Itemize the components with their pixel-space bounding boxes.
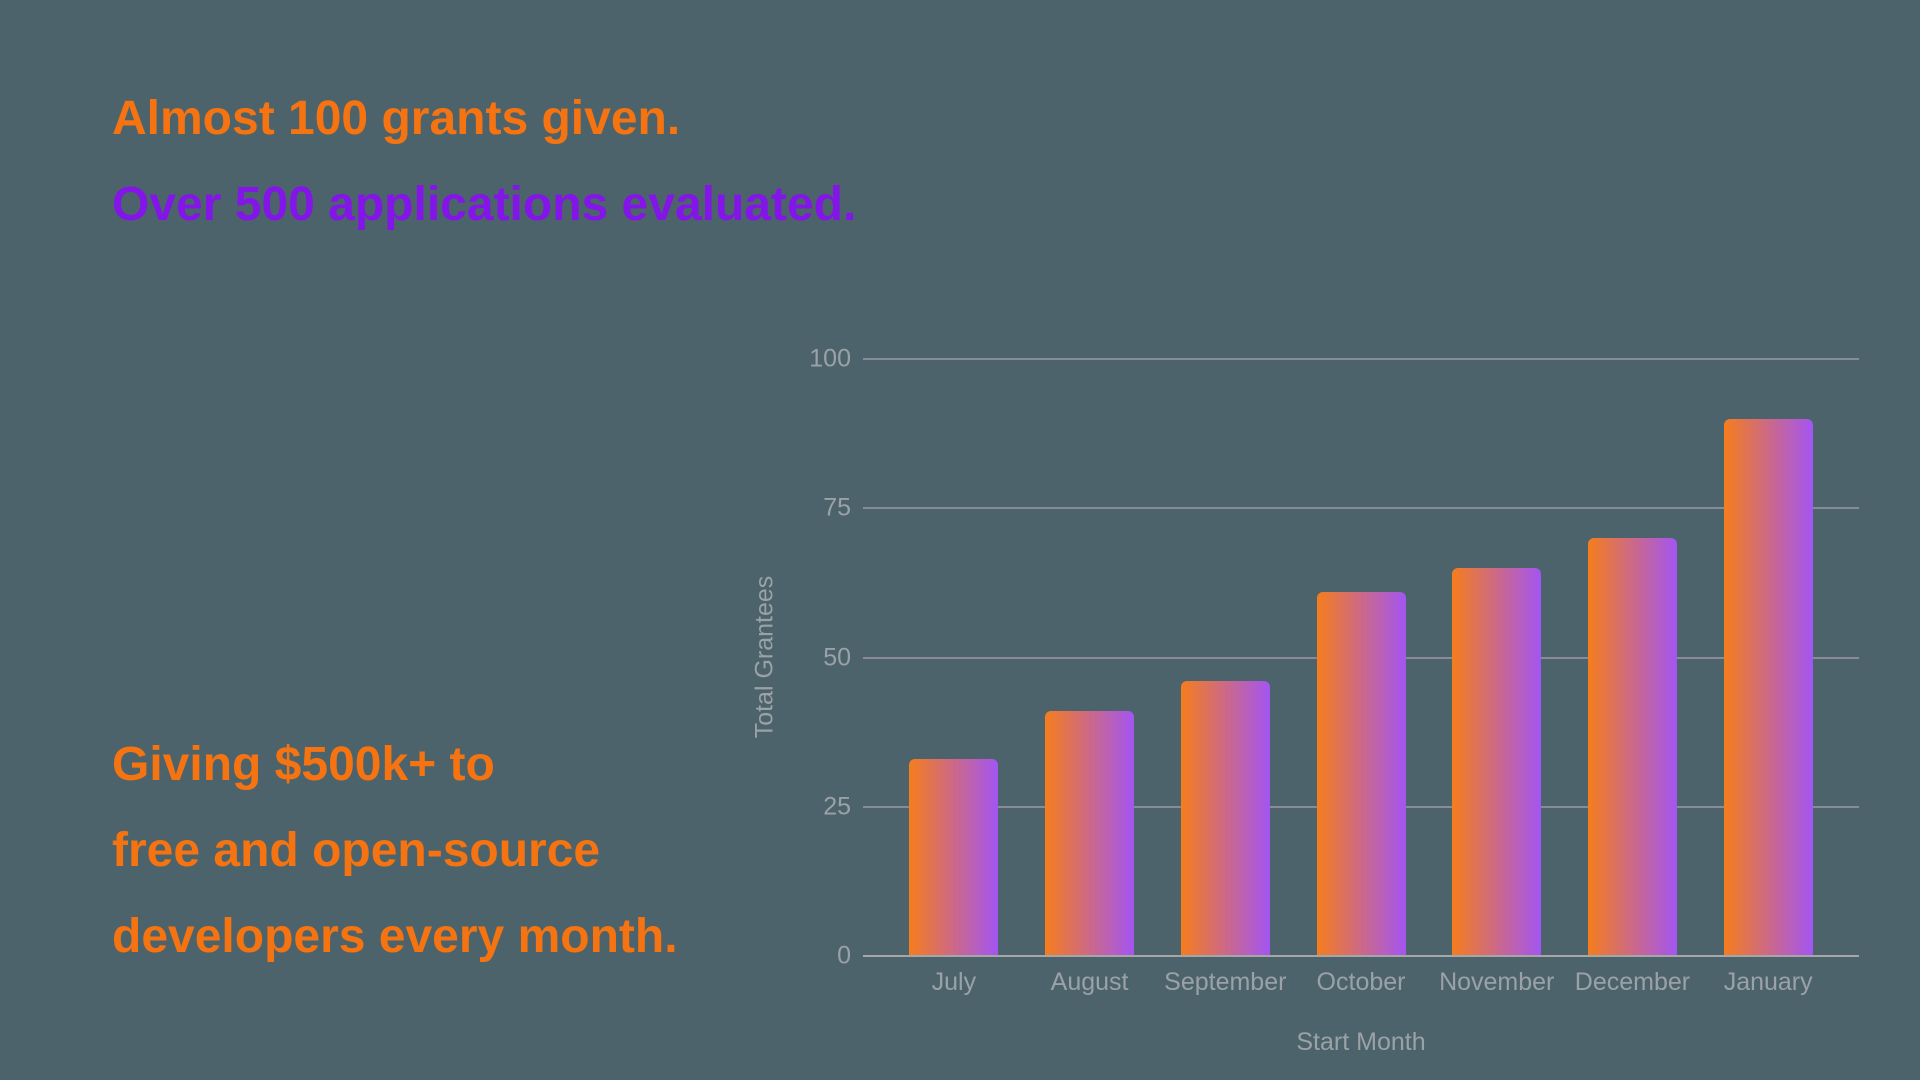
bar-july[interactable] xyxy=(909,759,999,956)
y-tick-100: 100 xyxy=(809,344,851,373)
giving-line-3: developers every month. xyxy=(112,910,678,963)
y-tick-0: 0 xyxy=(837,941,851,970)
bar-november[interactable] xyxy=(1452,567,1542,956)
bar-september[interactable] xyxy=(1180,681,1270,956)
bar-december[interactable] xyxy=(1587,538,1677,956)
bar-october[interactable] xyxy=(1316,591,1406,956)
gridline-75 xyxy=(863,507,1859,510)
x-tick-august: August xyxy=(1050,968,1129,996)
y-tick-25: 25 xyxy=(823,792,851,821)
x-tick-december: December xyxy=(1574,968,1691,996)
y-axis-title: Total Grantees xyxy=(750,575,779,739)
x-tick-july: July xyxy=(931,968,977,996)
x-tick-september: September xyxy=(1164,968,1287,996)
hero-line-applications: Over 500 applications evaluated. xyxy=(112,178,857,231)
giving-text-block: Giving $500k+ to free and open-source de… xyxy=(112,722,678,980)
giving-line-2: free and open-source xyxy=(112,824,601,877)
plot-area: 0 25 50 75 100 July August September October Nov… xyxy=(809,345,1859,996)
bar-band-july xyxy=(886,359,1022,956)
x-axis-line xyxy=(863,955,1859,957)
bar-band-october xyxy=(1293,359,1429,956)
bar-band-december xyxy=(1565,359,1701,956)
hero-text-block: Almost 100 grants given. Over 500 applic… xyxy=(112,76,856,248)
hero-line-grants: Almost 100 grants given. xyxy=(112,92,681,145)
giving-line-1: Giving $500k+ to xyxy=(112,738,495,791)
x-axis-title: Start Month xyxy=(1296,1028,1426,1056)
gridline-100 xyxy=(863,358,1859,360)
bar-band-august xyxy=(1022,359,1158,956)
bar-january[interactable] xyxy=(1723,418,1813,956)
bar-band-january xyxy=(1700,359,1836,956)
bar-band-september xyxy=(1157,359,1293,956)
y-tick-50: 50 xyxy=(823,643,851,671)
x-tick-october: October xyxy=(1316,968,1406,996)
y-tick-75: 75 xyxy=(823,493,851,522)
x-tick-november: November xyxy=(1439,968,1555,996)
x-tick-january: January xyxy=(1723,968,1813,996)
bars-group xyxy=(886,359,1836,956)
bar-band-november xyxy=(1429,359,1565,956)
x-tick-labels: July August September October November Decemb… xyxy=(886,968,1836,997)
bar-august[interactable] xyxy=(1045,711,1135,956)
